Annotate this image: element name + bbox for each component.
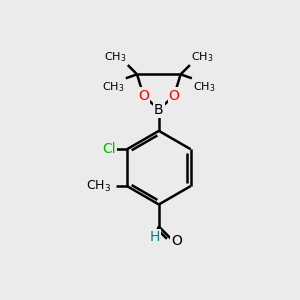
Text: O: O [169,88,180,103]
Text: CH$_3$: CH$_3$ [194,80,216,94]
Text: CH$_3$: CH$_3$ [104,50,126,64]
Text: H: H [149,230,160,244]
Text: Cl: Cl [103,142,116,156]
Text: B: B [154,103,164,117]
Text: CH$_3$: CH$_3$ [191,50,214,64]
Text: CH$_3$: CH$_3$ [102,80,124,94]
Text: CH$_3$: CH$_3$ [85,178,111,194]
Text: O: O [171,234,182,248]
Text: O: O [138,88,149,103]
